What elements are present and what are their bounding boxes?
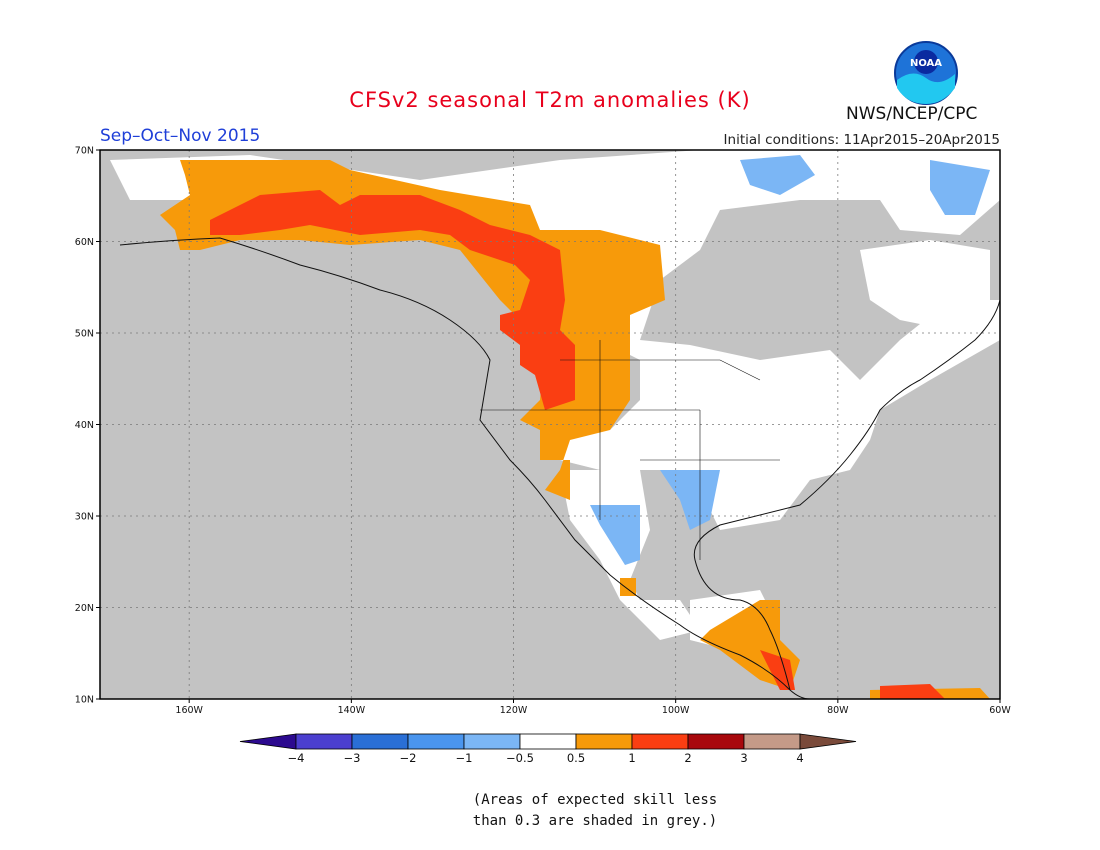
colorbar: −4 −3 −2 −1 −0.5 0.5 1 2 3 4 bbox=[239, 733, 857, 765]
borders bbox=[480, 340, 780, 560]
region-red-south-america bbox=[880, 684, 945, 699]
lon-label: 60W bbox=[989, 705, 1011, 716]
colorbar-tick-label: 3 bbox=[740, 751, 747, 765]
colorbar-tick-label: −2 bbox=[400, 751, 417, 765]
colorbar-box bbox=[687, 733, 745, 750]
region-blue-mexico bbox=[590, 505, 640, 565]
lon-label: 100W bbox=[662, 705, 690, 716]
region-orange-baja bbox=[620, 578, 636, 596]
colorbar-box bbox=[519, 733, 577, 750]
lon-label: 120W bbox=[500, 705, 528, 716]
lat-label: 40N bbox=[75, 420, 94, 431]
skill-note-line2: than 0.3 are shaded in grey.) bbox=[472, 813, 718, 829]
region-blue-texas bbox=[660, 470, 720, 530]
colorbar-tick-label: 1 bbox=[628, 751, 635, 765]
colorbar-tick-label: −0.5 bbox=[506, 751, 534, 765]
colorbar-box bbox=[351, 733, 409, 750]
colorbar-box bbox=[407, 733, 465, 750]
colorbar-box bbox=[295, 733, 353, 750]
initial-conditions: Initial conditions: 11Apr2015–20Apr2015 bbox=[723, 132, 1000, 148]
colorbar-tick-label: −3 bbox=[344, 751, 361, 765]
season-label: Sep–Oct–Nov 2015 bbox=[100, 126, 261, 146]
colorbar-box bbox=[575, 733, 633, 750]
colorbar-tick-label: 2 bbox=[684, 751, 691, 765]
colorbar-box bbox=[463, 733, 521, 750]
region-white-north bbox=[110, 150, 1000, 530]
colorbar-tick-label: 4 bbox=[796, 751, 803, 765]
coastline bbox=[119, 237, 1001, 700]
axes-layer: 70N 60N 50N 40N 30N 20N 10N 160W 140W 120W 100W 80W… bbox=[75, 146, 1012, 717]
region-red-central-america bbox=[760, 650, 795, 690]
colorbar-tick-label: 0.5 bbox=[567, 751, 585, 765]
logo-text: NOAA bbox=[910, 58, 942, 69]
region-red-west bbox=[210, 190, 575, 410]
lat-label: 20N bbox=[75, 603, 94, 614]
lat-label: 10N bbox=[75, 695, 94, 706]
lon-label: 80W bbox=[827, 705, 849, 716]
noaa-logo: NOAA bbox=[894, 41, 958, 105]
map-layer bbox=[100, 149, 1001, 700]
lat-label: 60N bbox=[75, 237, 94, 248]
colorbar-arrow-low bbox=[239, 733, 297, 750]
region-blue-arctic bbox=[740, 155, 815, 195]
lat-label: 50N bbox=[75, 329, 94, 340]
skill-note-line1: (Areas of expected skill less bbox=[472, 792, 718, 808]
region-blue-greenland bbox=[930, 160, 990, 215]
colorbar-tick-label: −4 bbox=[288, 751, 305, 765]
lon-label: 160W bbox=[175, 705, 203, 716]
colorbar-arrow-high bbox=[799, 733, 857, 750]
lon-label: 140W bbox=[338, 705, 366, 716]
skill-note: (Areas of expected skill less than 0.3 a… bbox=[0, 790, 1100, 832]
lat-label: 70N bbox=[75, 146, 94, 157]
colorbar-tick-label: −1 bbox=[456, 751, 473, 765]
lat-label: 30N bbox=[75, 512, 94, 523]
colorbar-box bbox=[631, 733, 689, 750]
map-title: CFSv2 seasonal T2m anomalies (K) bbox=[349, 88, 751, 112]
region-white-northeast bbox=[860, 240, 990, 330]
agency-label: NWS/NCEP/CPC bbox=[846, 104, 978, 124]
colorbar-box bbox=[743, 733, 801, 750]
